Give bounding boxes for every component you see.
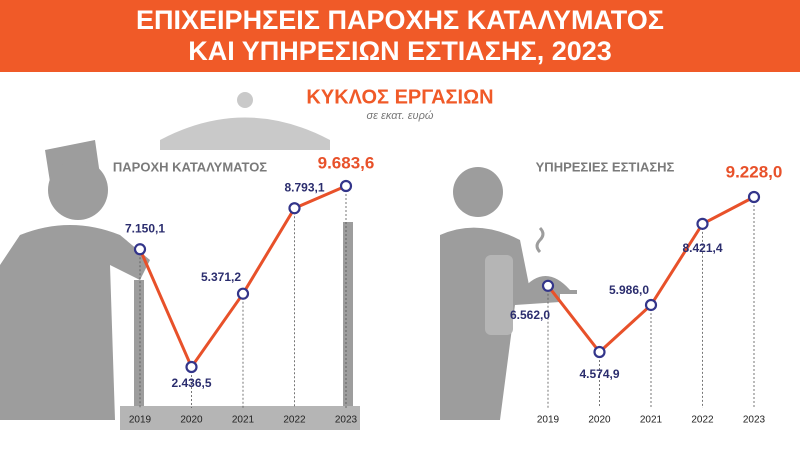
marker bbox=[236, 287, 250, 300]
chart-title: ΠΑΡΟΧΗ ΚΑΤΑΛΥΜΑΤΟΣ bbox=[113, 159, 267, 174]
data-label: 5.986,0 bbox=[609, 283, 649, 297]
unit-label: σε εκατ. ευρώ bbox=[367, 110, 434, 122]
data-label: 4.574,9 bbox=[579, 367, 619, 381]
marker bbox=[747, 190, 761, 204]
illustration bbox=[0, 92, 577, 430]
x-tick-label: 2023 bbox=[335, 415, 358, 426]
marker bbox=[696, 217, 709, 230]
data-label: 8.421,4 bbox=[682, 241, 722, 255]
marker bbox=[541, 279, 555, 292]
line bbox=[138, 184, 347, 371]
marker bbox=[339, 179, 353, 193]
marker bbox=[133, 243, 147, 256]
x-tick-label: 2022 bbox=[283, 415, 306, 426]
chart-title: ΥΠΗΡΕΣΙΕΣ ΕΣΤΙΑΣΗΣ bbox=[536, 159, 675, 174]
x-tick-label: 2023 bbox=[743, 415, 766, 426]
x-tick-label: 2019 bbox=[129, 415, 152, 426]
data-label: 6.562,0 bbox=[510, 308, 550, 322]
marker bbox=[644, 298, 658, 312]
marker bbox=[288, 202, 301, 215]
data-label: 7.150,1 bbox=[125, 221, 165, 235]
marker bbox=[593, 345, 606, 359]
data-label: 9.228,0 bbox=[726, 162, 783, 181]
subtitle: ΚΥΚΛΟΣ ΕΡΓΑΣΙΩΝ bbox=[306, 86, 493, 108]
line bbox=[546, 195, 755, 355]
x-tick-label: 2019 bbox=[537, 415, 560, 426]
x-tick-label: 2021 bbox=[232, 415, 255, 426]
data-label: 9.683,6 bbox=[318, 153, 375, 172]
x-tick-label: 2022 bbox=[691, 415, 714, 426]
header-title: ΕΠΙΧΕΙΡΗΣΕΙΣ ΠΑΡΟΧΗΣ ΚΑΤΑΛΥΜΑΤΟΣ ΚΑΙ ΥΠΗ… bbox=[0, 0, 800, 72]
x-tick-label: 2021 bbox=[640, 415, 663, 426]
data-label: 2.436,5 bbox=[171, 376, 211, 390]
x-tick-label: 2020 bbox=[180, 415, 203, 426]
data-label: 8.793,1 bbox=[284, 180, 324, 194]
marker bbox=[185, 360, 198, 374]
x-tick-label: 2020 bbox=[588, 415, 611, 426]
data-label: 5.371,2 bbox=[201, 270, 241, 284]
